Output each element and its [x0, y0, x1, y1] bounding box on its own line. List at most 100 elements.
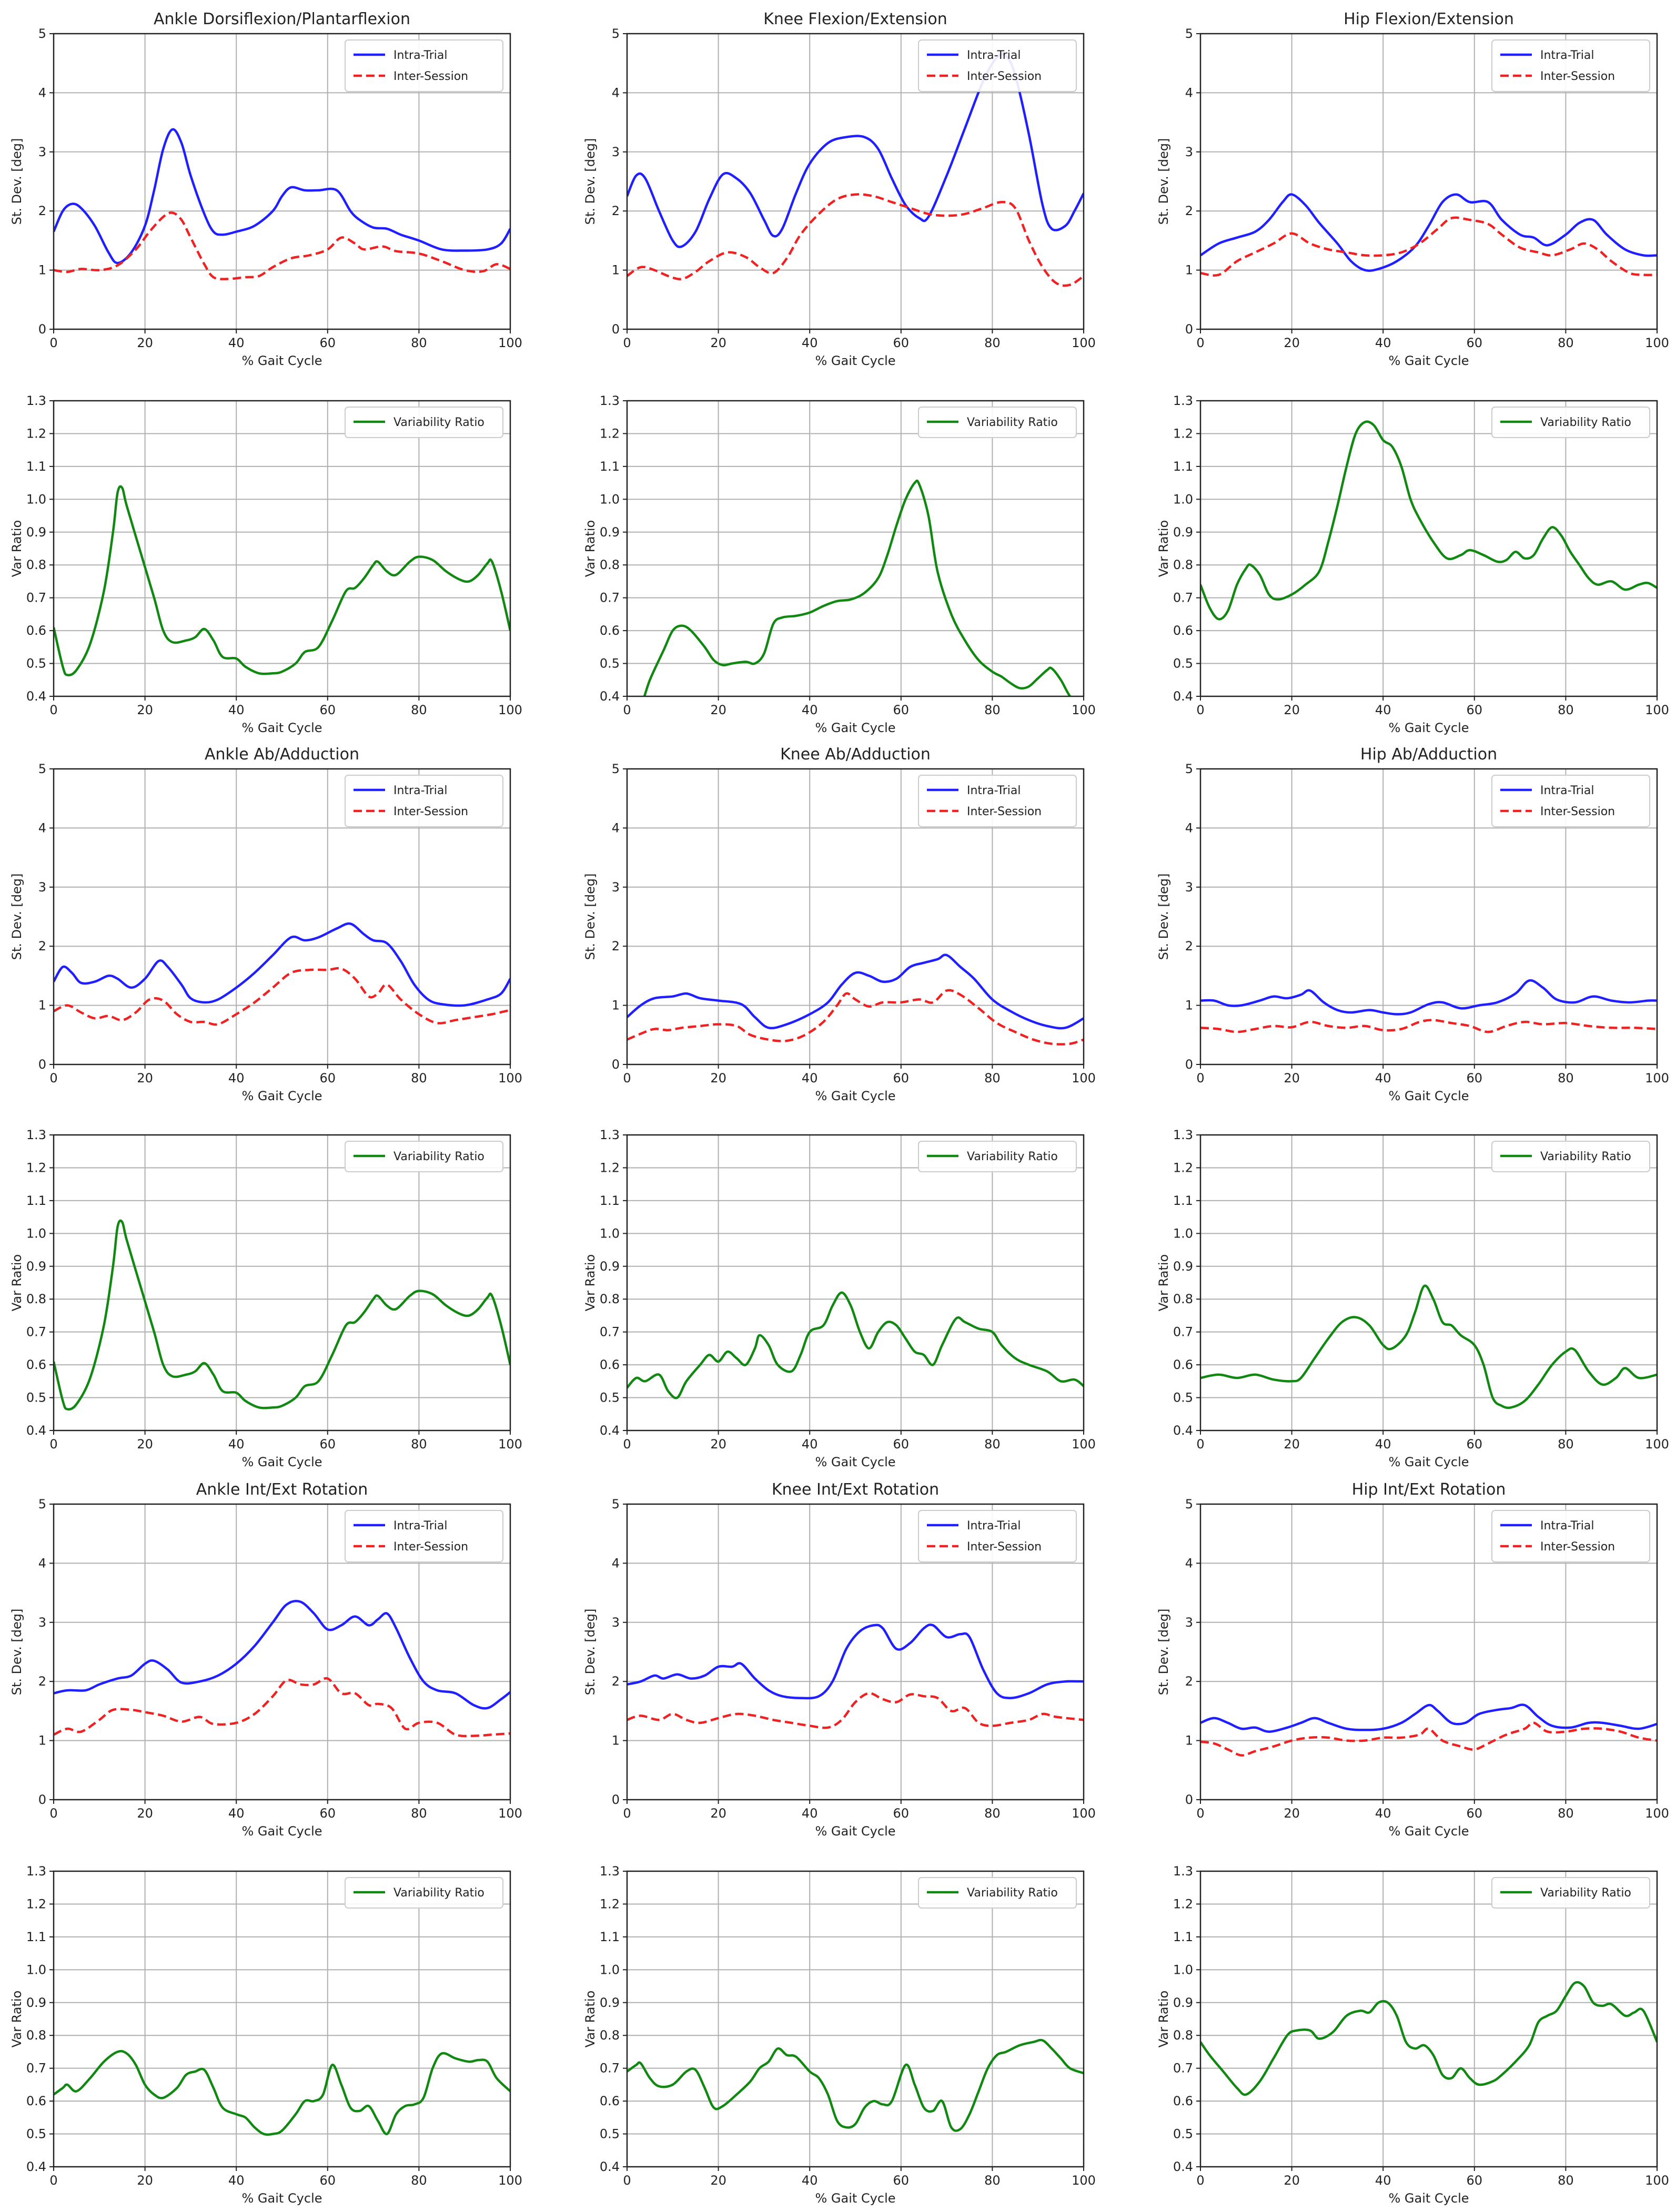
legend-box [918, 775, 1077, 827]
x-tick-label: 0 [49, 1806, 57, 1821]
y-tick-label: 5 [38, 26, 46, 41]
y-axis-label: St. Dev. [deg] [583, 138, 598, 225]
x-axis-label: % Gait Cycle [1388, 1455, 1469, 1469]
legend: Variability Ratio [918, 1877, 1077, 1909]
y-tick-label: 3 [38, 1615, 46, 1630]
y-tick-label: 0.6 [26, 623, 46, 638]
x-tick-label: 100 [1645, 1806, 1669, 1821]
series-line-intra-trial [627, 53, 1084, 248]
y-tick-label: 4 [38, 820, 46, 835]
y-tick-label: 3 [38, 145, 46, 159]
x-tick-label: 60 [320, 703, 336, 717]
y-tick-label: 1.3 [26, 393, 46, 408]
y-tick-label: 1 [1185, 998, 1193, 1013]
y-tick-label: 5 [1185, 26, 1193, 41]
y-tick-label: 1.1 [26, 459, 46, 474]
y-tick-label: 0.4 [26, 1423, 46, 1438]
y-tick-label: 0.5 [1173, 1391, 1193, 1405]
chart-ankle-sagittal-ratio: 0 20 40 60 80 100 0.4 0.5 0.6 0.7 0.8 0.9 1.0 1.1 1.2 1… [9, 393, 522, 735]
chart-ankle-transverse-sd: 0 20 40 60 80 100 0 1 2 3 4 5 Ankle Int/Ext Rotation… [9, 1480, 522, 1839]
axes-frame [1199, 1134, 1658, 1432]
series-line-variability-ratio [1200, 1284, 1657, 1409]
legend-label: Variability Ratio [1540, 1886, 1631, 1900]
y-tick-label: 0.8 [1173, 557, 1193, 572]
y-tick-label: 2 [612, 939, 620, 953]
y-tick-label: 0.8 [600, 1292, 620, 1306]
x-tick-label: 100 [1645, 703, 1669, 717]
y-tick-label: 4 [1185, 1556, 1193, 1570]
y-tick-label: 3 [1185, 880, 1193, 895]
y-tick-label: 1.2 [1173, 1896, 1193, 1911]
x-tick-label: 100 [1072, 1071, 1096, 1085]
chart-title: Ankle Int/Ext Rotation [196, 1480, 368, 1499]
series-line-variability-ratio [54, 2049, 510, 2136]
chart-ankle-sagittal-sd: 0 20 40 60 80 100 0 1 2 3 4 5 Ankle Dorsiflexion/Pla… [9, 10, 522, 368]
y-tick-label: 0 [612, 1057, 620, 1072]
axes-frame [626, 1134, 1085, 1432]
x-tick-label: 20 [137, 703, 153, 717]
legend-label: Inter-Session [967, 805, 1042, 818]
y-tick-label: 1.0 [26, 1962, 46, 1977]
legend: Intra-Trial Inter-Session [345, 1510, 503, 1562]
chart-title: Hip Flexion/Extension [1344, 10, 1514, 28]
x-tick-label: 100 [1645, 1071, 1669, 1085]
x-tick-label: 80 [984, 336, 1001, 350]
y-tick-label: 0.5 [600, 656, 620, 671]
x-tick-label: 60 [893, 1437, 910, 1452]
y-tick-label: 0.7 [1173, 591, 1193, 605]
y-tick-label: 0.9 [1173, 525, 1193, 540]
y-tick-label: 0.7 [26, 1325, 46, 1340]
y-axis-label: Var Ratio [9, 520, 24, 577]
x-tick-label: 60 [1467, 336, 1483, 350]
x-tick-label: 100 [498, 1071, 522, 1085]
axes-frame [53, 400, 511, 697]
chart-ankle-frontal-ratio: 0 20 40 60 80 100 0.4 0.5 0.6 0.7 0.8 0.9 1.0 1.1 1.2 1… [9, 1128, 522, 1469]
axes-frame [53, 1134, 511, 1432]
chart-knee-transverse-sd: 0 20 40 60 80 100 0 1 2 3 4 5 Knee Int/Ext Rotation%… [583, 1480, 1096, 1839]
x-tick-label: 0 [623, 1071, 631, 1085]
y-tick-label: 1 [1185, 263, 1193, 278]
y-tick-label: 0.5 [1173, 656, 1193, 671]
y-tick-label: 0.8 [600, 557, 620, 572]
legend-box [918, 1141, 1077, 1172]
y-tick-label: 1.0 [26, 1226, 46, 1241]
chart-hip-transverse-sd: 0 20 40 60 80 100 0 1 2 3 4 5 Hip Int/Ext Rotation % … [1156, 1480, 1669, 1839]
legend-label: Intra-Trial [393, 49, 447, 62]
y-tick-label: 1.0 [1173, 492, 1193, 506]
x-tick-label: 60 [893, 1071, 910, 1085]
y-axis-label: Var Ratio [9, 1991, 24, 2047]
x-tick-label: 60 [893, 1806, 910, 1821]
y-tick-label: 1.0 [600, 1226, 620, 1241]
x-tick-label: 60 [320, 336, 336, 350]
x-axis-label: % Gait Cycle [815, 2191, 895, 2206]
x-tick-label: 40 [802, 1806, 818, 1821]
x-tick-label: 0 [1196, 1437, 1204, 1452]
chart-title: Hip Ab/Adduction [1360, 745, 1497, 764]
y-tick-label: 1.0 [1173, 1226, 1193, 1241]
y-tick-label: 1.3 [1173, 393, 1193, 408]
legend: Intra-Trial Inter-Session [918, 775, 1077, 827]
y-tick-label: 0 [1185, 322, 1193, 337]
chart-title: Knee Ab/Adduction [780, 745, 931, 764]
x-tick-label: 60 [320, 1071, 336, 1085]
legend-label: Inter-Session [393, 70, 468, 83]
x-tick-label: 40 [1375, 1071, 1391, 1085]
y-axis-label: St. Dev. [deg] [1156, 138, 1171, 225]
axes-frame [1199, 1870, 1658, 2168]
y-tick-label: 1.3 [600, 1128, 620, 1142]
x-tick-label: 80 [411, 1806, 427, 1821]
x-tick-label: 40 [228, 336, 245, 350]
y-axis-label: St. Dev. [deg] [9, 138, 24, 225]
y-tick-label: 0.5 [26, 1391, 46, 1405]
series-line-intra-trial [627, 953, 1084, 1030]
legend-label: Inter-Session [1540, 1540, 1615, 1554]
y-tick-label: 0.6 [600, 2094, 620, 2108]
x-axis-label: % Gait Cycle [815, 1824, 895, 1839]
x-tick-label: 80 [1558, 1806, 1574, 1821]
y-tick-label: 2 [38, 204, 46, 218]
series-line-inter-session [1200, 1019, 1657, 1033]
x-tick-label: 0 [623, 703, 631, 717]
x-axis-label: % Gait Cycle [1388, 2191, 1469, 2206]
